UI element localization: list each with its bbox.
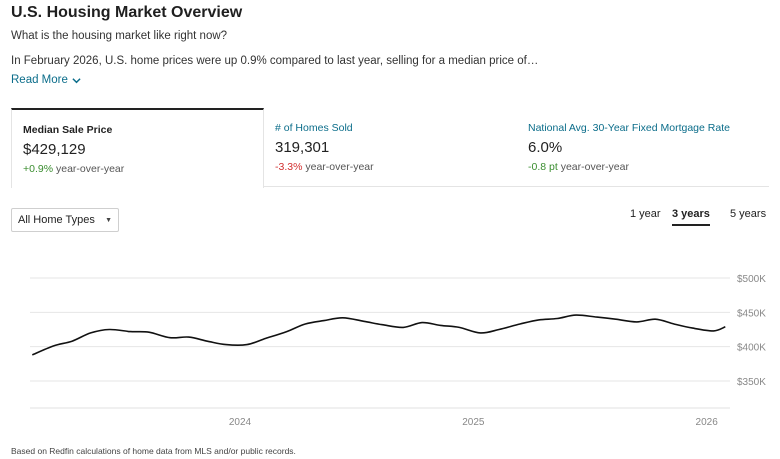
market-summary: In February 2026, U.S. home prices were …: [11, 55, 539, 67]
change-suffix: year-over-year: [305, 161, 374, 173]
change-suffix: year-over-year: [560, 161, 629, 173]
x-tick-label: 2024: [229, 417, 252, 428]
page-subtitle: What is the housing market like right no…: [11, 30, 228, 42]
price-chart: $350K $400K $450K $500K 2024 2025 2026: [30, 274, 766, 428]
tab-change: +0.9% year-over-year: [23, 163, 252, 175]
tab-value: 6.0%: [528, 139, 563, 156]
y-tick-label: $500K: [737, 274, 766, 285]
read-more-link[interactable]: Read More: [11, 74, 81, 86]
metric-tabs: Median Sale Price $429,129 +0.9% year-ov…: [11, 108, 769, 188]
page-title: U.S. Housing Market Overview: [11, 4, 243, 21]
tab-change: -0.8 pt year-over-year: [528, 161, 758, 173]
chevron-down-icon: [72, 77, 81, 83]
caret-down-icon: ▼: [105, 216, 112, 224]
home-type-selected: All Home Types: [18, 214, 95, 226]
tab-value: 319,301: [275, 139, 330, 156]
range-5-years[interactable]: 5 years: [730, 208, 767, 220]
x-tick-label: 2026: [696, 417, 719, 428]
tab-label: # of Homes Sold: [275, 122, 353, 134]
x-tick-label: 2025: [462, 417, 485, 428]
y-tick-label: $400K: [737, 343, 766, 354]
tab-mortgage-rate[interactable]: National Avg. 30-Year Fixed Mortgage Rat…: [517, 108, 769, 187]
change-suffix: year-over-year: [56, 163, 125, 175]
tab-change: -3.3% year-over-year: [275, 161, 506, 173]
tab-median-sale-price[interactable]: Median Sale Price $429,129 +0.9% year-ov…: [11, 108, 264, 188]
read-more-label: Read More: [11, 74, 68, 86]
change-value: -0.8 pt: [528, 161, 558, 173]
range-3-years[interactable]: 3 years: [672, 208, 710, 226]
change-value: -3.3%: [275, 161, 303, 173]
home-type-select[interactable]: All Home Types ▼: [11, 208, 119, 232]
tab-value: $429,129: [23, 141, 86, 158]
change-value: +0.9%: [23, 163, 54, 175]
range-1-year[interactable]: 1 year: [630, 208, 661, 220]
tab-homes-sold[interactable]: # of Homes Sold 319,301 -3.3% year-over-…: [264, 108, 517, 187]
series-line-median-sale-price: [31, 314, 726, 356]
tab-label: National Avg. 30-Year Fixed Mortgage Rat…: [528, 122, 730, 134]
tab-label: Median Sale Price: [23, 124, 113, 136]
y-tick-label: $350K: [737, 377, 766, 388]
source-note: Based on Redfin calculations of home dat…: [11, 446, 296, 456]
y-tick-label: $450K: [737, 308, 766, 319]
